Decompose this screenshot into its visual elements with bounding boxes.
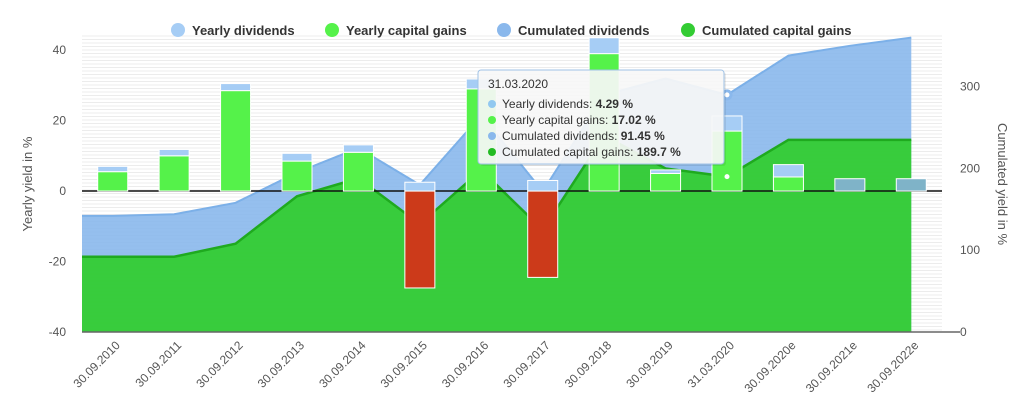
y-left-tick-label: 20 [53,114,67,128]
x-tick-label: 30.09.2014 [316,338,369,391]
y-right-tick-label: 200 [960,161,980,175]
tooltip-row-value: 189.7 % [637,145,681,159]
tooltip-row-value: 91.45 % [621,129,665,143]
bar-capital-gains-30-09-2012 [220,90,252,192]
x-tick-label: 30.09.2021e [803,338,860,395]
legend-label: Cumulated capital gains [702,23,852,38]
tooltip-marker-1 [488,100,496,108]
tooltip-row-label: Yearly dividends: [502,97,596,111]
bar-dividends-30-09-2020e [772,164,804,178]
bar-dividends-30-09-2017 [527,179,559,192]
bar-capital-gains-30-09-2020e [772,176,804,192]
legend-marker-yearly-dividends [171,23,185,37]
bar-dividends-30-09-2022e [895,178,927,192]
tooltip-date: 31.03.2020 [488,77,548,91]
x-tick-label: 30.09.2020e [741,338,798,395]
bar-dividends-30-09-2013 [281,152,313,162]
bar-dividends-30-09-2021e [834,178,866,192]
tooltip-row-label: Yearly capital gains: [502,113,612,127]
bar-dividends-30-09-2011 [158,148,190,157]
hover-marker-cumulated-capital-gains [721,171,733,183]
bar-capital-gains-30-09-2010 [97,171,129,192]
bar-capital-gains-30-09-2013 [281,160,313,192]
tooltip-marker-2 [488,116,496,124]
bar-capital-gains-30-09-2015 [404,190,436,289]
y-right-tick-label: 0 [960,325,967,339]
y-left-tick-label: -20 [49,255,67,269]
y-right-axis-title: Cumulated yield in % [995,123,1010,246]
bar-capital-gains-30-09-2014 [342,151,374,192]
tooltip-marker-4 [488,148,496,156]
y-left-tick-label: 0 [59,184,66,198]
legend-item-cumulated-dividends[interactable]: Cumulated dividends [497,23,649,38]
y-left-axis-title: Yearly yield in % [20,136,35,231]
x-tick-label: 30.09.2015 [378,338,431,391]
y-left-tick-label: -40 [49,325,67,339]
bar-capital-gains-30-09-2011 [158,155,190,192]
tooltip-row-2: Yearly capital gains: 17.02 % [502,113,656,127]
y-right-tick-label: 100 [960,243,980,257]
legend-label: Yearly dividends [192,23,295,38]
legend-marker-yearly-capital-gains [325,23,339,37]
x-tick-label: 30.09.2013 [255,338,308,391]
legend[interactable]: Yearly dividends Yearly capital gains Cumu… [171,23,852,38]
bar-dividends-30-09-2018 [588,37,620,55]
x-tick-label: 30.09.2019 [623,338,676,391]
tooltip-row-value: 4.29 % [596,97,634,111]
x-tick-label: 30.09.2022e [864,338,921,395]
bar-dividends-30-09-2012 [220,83,252,92]
legend-item-yearly-dividends[interactable]: Yearly dividends [171,23,295,38]
tooltip-marker-3 [488,132,496,140]
legend-label: Cumulated dividends [518,23,649,38]
legend-label: Yearly capital gains [346,23,467,38]
x-tick-label: 30.09.2017 [500,338,553,391]
tooltip-row-4: Cumulated capital gains: 189.7 % [502,145,681,159]
x-tick-label: 30.09.2012 [193,338,246,391]
x-tick-label: 30.09.2010 [70,338,123,391]
bar-dividends-30-09-2014 [342,144,374,153]
y-left-tick-label: 40 [53,43,67,57]
bar-capital-gains-30-09-2019 [650,172,682,192]
legend-marker-cumulated-capital-gains [681,23,695,37]
x-tick-label: 30.09.2011 [133,338,185,390]
legend-marker-cumulated-dividends [497,23,511,37]
cumulated-capital-gains-area [82,135,912,332]
bar-dividends-30-09-2010 [97,165,129,173]
y-right-tick-label: 300 [960,80,980,94]
tooltip-row-value: 17.02 % [612,113,656,127]
tooltip-row-label: Cumulated capital gains: [502,145,637,159]
tooltip-row-3: Cumulated dividends: 91.45 % [502,129,665,143]
bar-dividends-30-09-2015 [404,181,436,192]
legend-item-cumulated-capital-gains[interactable]: Cumulated capital gains [681,23,852,38]
legend-item-yearly-capital-gains[interactable]: Yearly capital gains [325,23,467,38]
x-tick-label: 30.09.2018 [562,338,615,391]
x-tick-label: 30.09.2016 [439,338,492,391]
tooltip-row-1: Yearly dividends: 4.29 % [502,97,633,111]
tooltip-box [477,69,725,165]
bar-capital-gains-30-09-2017 [527,190,559,278]
x-tick-label: 31.03.2020 [685,338,738,391]
tooltip-row-label: Cumulated dividends: [502,129,621,143]
bar-dividends-30-09-2019 [650,169,682,174]
